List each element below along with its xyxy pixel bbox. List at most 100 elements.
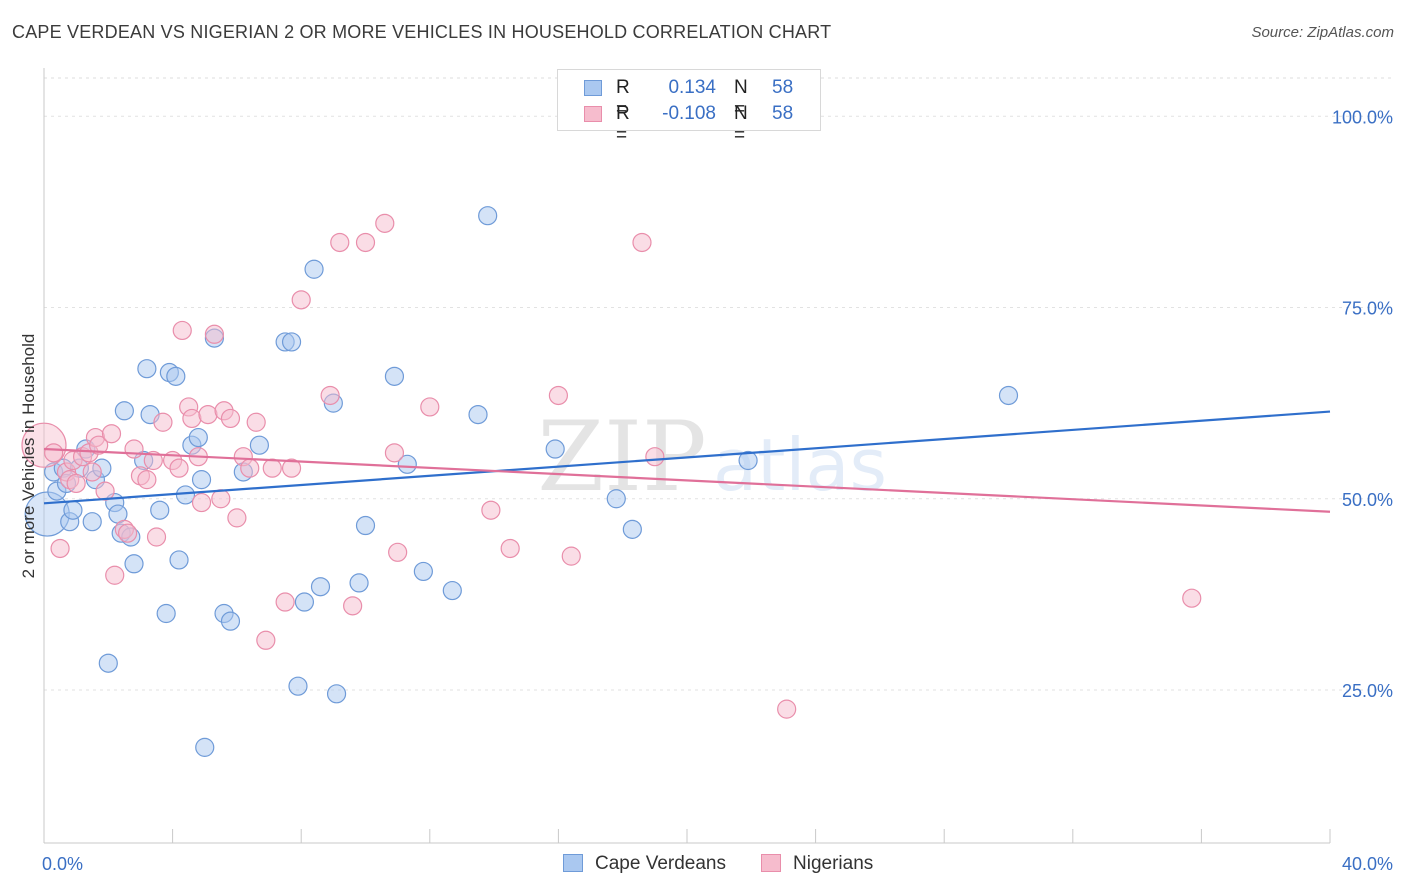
x-tick-label: 0.0%: [42, 854, 83, 874]
nigerian-point: [227, 508, 247, 528]
chart-title: CAPE VERDEAN VS NIGERIAN 2 OR MORE VEHIC…: [12, 22, 832, 42]
cape-verdean-point: [355, 515, 376, 536]
nigerian-point: [256, 630, 276, 650]
nigerian-point: [198, 405, 218, 425]
cape-verdean-point: [545, 439, 565, 459]
y-tick-label: 100.0%: [1332, 107, 1393, 127]
nigerian-point: [481, 500, 501, 520]
cape-verdean-point: [220, 611, 241, 631]
cape-verdean-point: [310, 577, 331, 597]
y-tick-label: 50.0%: [1342, 490, 1393, 510]
cape-verdean-point: [738, 450, 758, 471]
trend-lines: [43, 410, 1331, 513]
cape-verdean-point: [150, 500, 170, 520]
nigerian-point: [211, 489, 231, 509]
nigerian-point: [124, 439, 144, 459]
correlation-legend: R = 0.134 N = 58 R = -0.108 N = 58: [557, 69, 821, 146]
cape-verdean-point: [349, 573, 369, 593]
cape-verdean-point: [998, 385, 1019, 406]
legend-swatch-nigerians: [584, 106, 602, 122]
nigerian-point: [388, 542, 408, 562]
cape-verdean-point: [124, 554, 144, 574]
legend-r-label: R =: [616, 103, 630, 146]
nigerian-point: [117, 523, 138, 543]
cape-verdean-point: [175, 485, 196, 505]
legend-r-value: 0.134: [668, 77, 716, 98]
nigerian-point: [281, 458, 302, 478]
nigerian-point: [143, 450, 163, 471]
legend-r-value: -0.108: [662, 103, 716, 124]
cape-verdean-point: [288, 676, 308, 696]
cape-verdean-point: [63, 500, 83, 520]
legend-n-label: N =: [734, 103, 748, 146]
nigerian-point: [632, 232, 652, 253]
nigerian-point: [137, 470, 157, 490]
cape-verdean-point: [606, 489, 626, 509]
nigerian-point: [355, 232, 376, 253]
bottom-legend-label: Cape Verdeans: [595, 853, 726, 874]
cape-verdean-point: [304, 259, 324, 279]
nigerian-point: [44, 443, 64, 463]
y-tick-label: 25.0%: [1342, 681, 1393, 701]
nigerian-point: [246, 412, 266, 432]
axes: [43, 68, 1331, 844]
nigerian-point: [420, 397, 440, 417]
legend-n-label: N =: [734, 77, 748, 120]
nigerian-point: [375, 213, 395, 233]
nigerian-point: [105, 565, 125, 585]
nigerian-point: [191, 492, 212, 513]
x-tick-label: 40.0%: [1342, 854, 1393, 874]
y-axis-title: 2 or more Vehicles in Household: [19, 334, 38, 579]
nigerian-point: [1182, 588, 1202, 608]
nigerian-point: [777, 699, 797, 719]
nigerian-point: [82, 462, 102, 482]
cape-verdean-point: [622, 519, 642, 539]
cape-verdean-point: [281, 332, 302, 352]
nigerian-point: [204, 324, 224, 344]
source-label: Source: ZipAtlas.com: [1251, 24, 1394, 41]
cape-verdean-point: [98, 653, 118, 673]
cape-verdean-point: [156, 603, 176, 624]
legend-n-value: 58: [772, 103, 794, 124]
cape-verdean-point: [114, 401, 134, 421]
nigerian-point: [275, 592, 295, 612]
cape-verdean-point: [442, 580, 462, 601]
nigerian-point: [66, 473, 86, 494]
nigerian-point: [262, 458, 282, 478]
bottom-legend-swatch-cape-verdeans: [563, 854, 583, 872]
nigerian-point: [500, 538, 520, 559]
cape-verdean-point: [195, 737, 215, 757]
cape-verdean-point: [468, 405, 488, 425]
nigerian-point: [645, 447, 665, 467]
cape-verdean-point: [191, 470, 212, 490]
watermark-atlas: atlas: [713, 423, 887, 507]
nigerian-point: [95, 481, 115, 501]
cape-verdean-trend-line: [43, 410, 1331, 505]
nigerian-point: [89, 435, 109, 455]
nigerian-trend-line: [43, 447, 1331, 513]
nigerian-point: [153, 412, 173, 432]
bottom-legend-label: Nigerians: [793, 853, 874, 874]
legend-n-value: 58: [772, 77, 794, 98]
legend-r-label: R =: [616, 77, 630, 120]
nigerian-point: [172, 320, 192, 341]
cape-verdean-point: [478, 206, 498, 226]
cape-verdean-point: [294, 592, 315, 612]
y-tick-label: 75.0%: [1342, 299, 1393, 319]
nigerian-point: [50, 538, 70, 559]
nigerian-point: [240, 458, 260, 478]
cape-verdean-point: [137, 359, 157, 379]
nigerian-point: [561, 546, 581, 566]
nigerian-point: [548, 385, 569, 406]
nigerian-point: [182, 408, 202, 429]
cape-verdean-point: [82, 512, 102, 532]
cape-verdean-point: [166, 366, 186, 386]
cape-verdean-point: [169, 550, 189, 570]
nigerian-point: [291, 290, 311, 310]
nigerian-point: [330, 232, 350, 253]
cape-verdean-point: [188, 427, 208, 448]
nigerian-point: [384, 443, 405, 463]
cape-verdean-point: [384, 366, 405, 386]
cape-verdean-point: [413, 561, 433, 582]
